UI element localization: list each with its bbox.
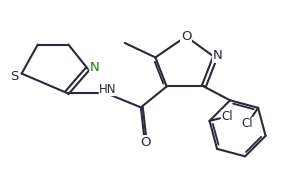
Text: N: N bbox=[213, 49, 223, 62]
Text: O: O bbox=[181, 30, 191, 43]
Text: HN: HN bbox=[99, 83, 117, 95]
Text: O: O bbox=[141, 136, 151, 149]
Text: Cl: Cl bbox=[241, 117, 253, 130]
Text: Cl: Cl bbox=[221, 110, 233, 123]
Text: S: S bbox=[10, 70, 19, 83]
Text: N: N bbox=[90, 61, 100, 74]
